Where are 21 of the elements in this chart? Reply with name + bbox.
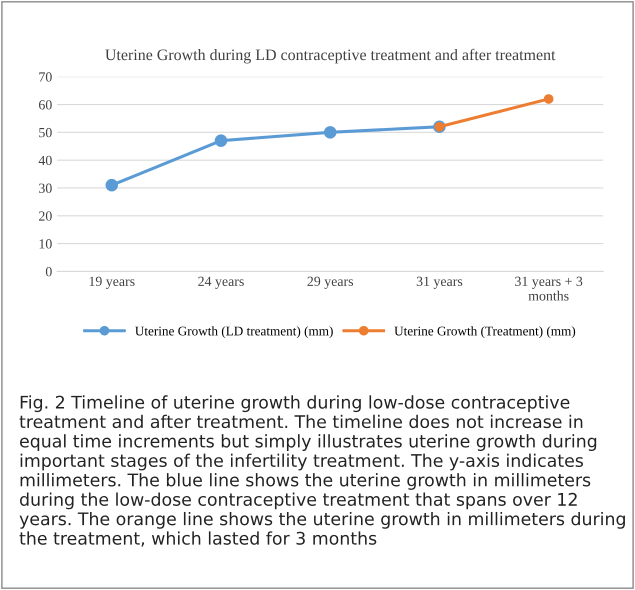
y-tick-label: 10 (40, 239, 52, 249)
y-tick-label: 60 (38, 100, 52, 110)
point (544, 94, 554, 104)
point (214, 134, 228, 147)
chart-title: Uterine Growth during LD contraceptive treatment and after treatment (105, 48, 556, 64)
y-tick-label: 70 (39, 72, 52, 82)
x-tick-label: 19 years (90, 276, 135, 289)
x-tick-label: 31 years (416, 276, 462, 289)
y-tick-label: 30 (39, 184, 52, 193)
x-tick-label: 24 years (198, 276, 244, 289)
y-tick-label: 50 (39, 128, 52, 138)
x-tick-label: 29 years (307, 276, 354, 289)
point (106, 178, 118, 192)
legend-label: Uterine Growth (Treatment) (mm) (394, 326, 576, 338)
y-tick-label: 20 (39, 211, 52, 221)
legend-label: Uterine Growth (LD treatment) (mm) (135, 326, 333, 338)
x-tick-label: 31 years + 3 months (515, 276, 582, 301)
y-tick-label: 40 (38, 156, 52, 166)
y-tick-label: 0 (46, 266, 52, 276)
caption: Fig. 2 Timeline of uterine growth during low-dose contraceptive treatment and after treatment. The timeline does not increase in equal time increments but simply illustrates uterine growth during important stages of the infertility treatment. The y-axis indicates millimeters. The blue line shows the uterine growth in millimeters during the low-dose contraceptive treatment that spans over 12 years. The orange line shows the uterine growth in millimeters during the treatment, which lasted for 3 months (20, 395, 625, 547)
point (324, 126, 336, 139)
